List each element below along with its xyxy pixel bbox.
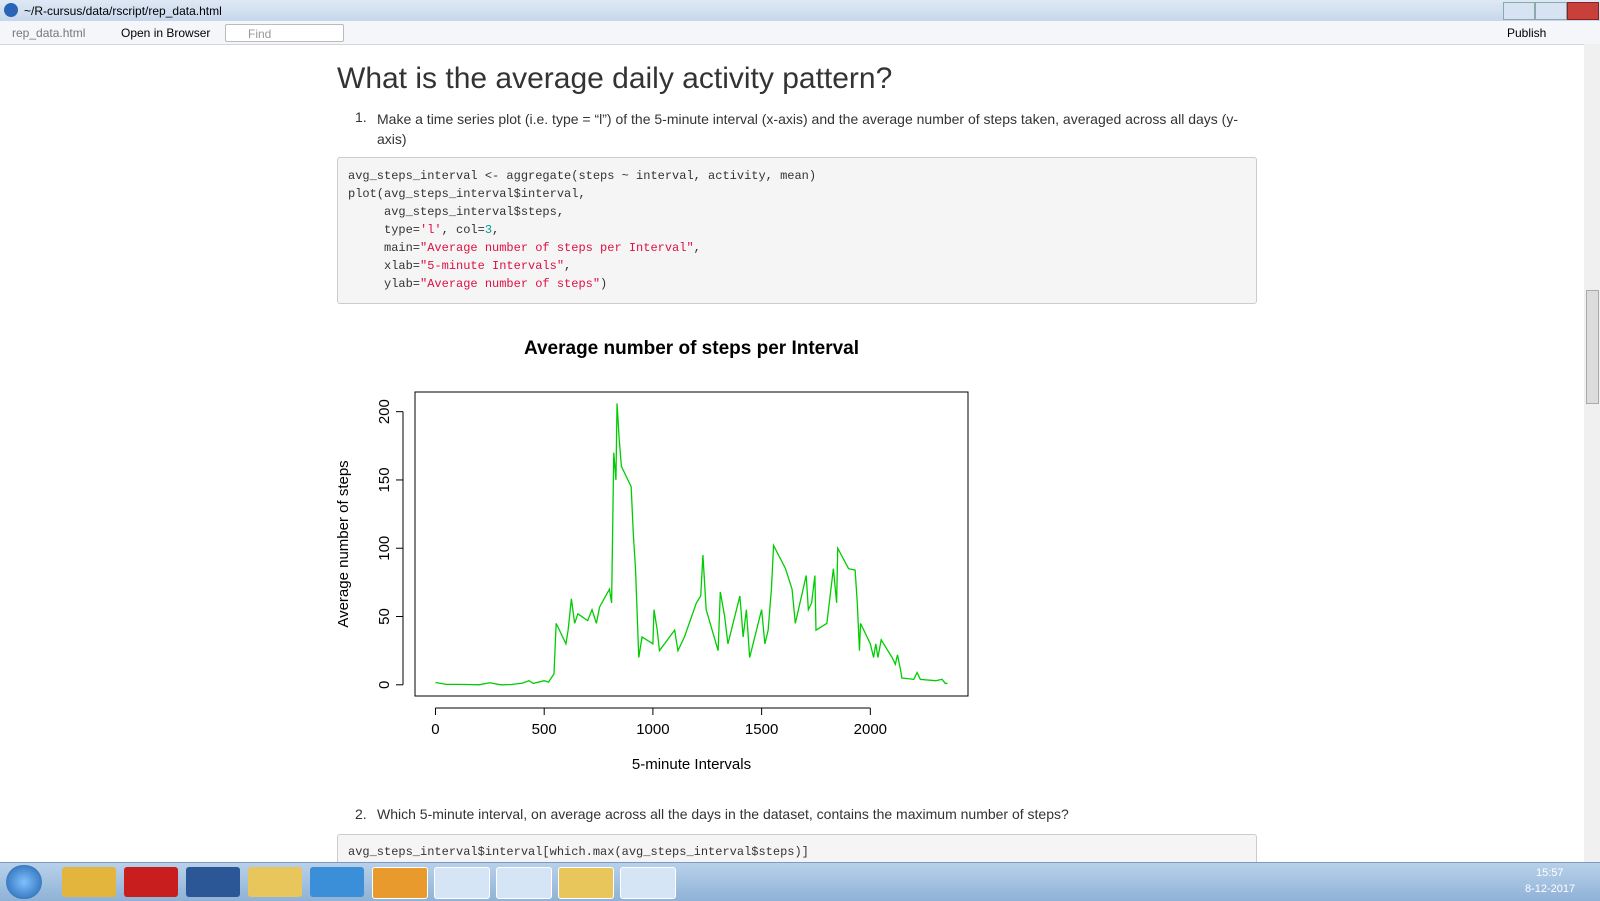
chart: Average number of steps per Interval 5-mi…: [335, 338, 969, 773]
clock-time: 15:57: [1536, 867, 1564, 879]
y-tick-label: 150: [376, 467, 393, 492]
clock-date: 8-12-2017: [1525, 883, 1576, 895]
scrollbar[interactable]: [1584, 44, 1600, 862]
heading: What is the average daily activity patte…: [337, 62, 893, 95]
code-line: ylab="Average number of steps"): [348, 277, 608, 291]
start-button[interactable]: [6, 865, 42, 899]
find-placeholder: Find: [248, 27, 272, 41]
code-line: main="Average number of steps per Interv…: [348, 241, 701, 255]
taskbar: 15:57 8-12-2017: [0, 862, 1600, 901]
list-text: Which 5-minute interval, on average acro…: [377, 806, 1069, 822]
toolbar: rep_data.html Open in Browser Find Publi…: [0, 21, 1600, 45]
y-axis-label: Average number of steps: [335, 460, 352, 627]
taskbar-app[interactable]: [310, 867, 364, 897]
list-text: Make a time series plot (i.e. type = “l”…: [377, 111, 1238, 147]
taskbar-app[interactable]: [496, 867, 552, 899]
x-tick-label: 2000: [854, 721, 887, 738]
taskbar-app[interactable]: [372, 867, 428, 899]
code-line: xlab="5-minute Intervals",: [348, 259, 572, 273]
plot-frame: [414, 391, 969, 697]
taskbar-app[interactable]: [434, 867, 490, 899]
taskbar-app[interactable]: [620, 867, 676, 899]
y-tick-label: 0: [376, 681, 393, 689]
code-line: avg_steps_interval$interval[which.max(av…: [348, 845, 809, 859]
code-line: plot(avg_steps_interval$interval,: [348, 187, 586, 201]
x-tick-label: 500: [532, 721, 557, 738]
y-tick-label: 50: [376, 608, 393, 625]
code-line: avg_steps_interval$steps,: [348, 205, 565, 219]
x-tick-label: 1000: [636, 721, 669, 738]
list-number: 2.: [355, 806, 367, 822]
x-tick-label: 1500: [745, 721, 778, 738]
minimize-button[interactable]: [1503, 2, 1535, 20]
taskbar-app[interactable]: [186, 867, 240, 897]
x-tick-label: 0: [431, 721, 439, 738]
code-line: type='l', col=3,: [348, 223, 500, 237]
data-line: [435, 403, 948, 686]
tab-label[interactable]: rep_data.html: [12, 26, 86, 40]
y-tick-label: 200: [376, 399, 393, 424]
app-icon: [4, 3, 18, 17]
code-line: avg_steps_interval <- aggregate(steps ~ …: [348, 169, 817, 183]
scroll-thumb[interactable]: [1586, 290, 1599, 404]
y-tick-label: 100: [376, 536, 393, 561]
window-title: ~/R-cursus/data/rscript/rep_data.html: [24, 4, 222, 18]
taskbar-app[interactable]: [558, 867, 614, 899]
chart-title: Average number of steps per Interval: [524, 338, 859, 359]
x-axis-label: 5-minute Intervals: [632, 756, 751, 773]
title-bar: ~/R-cursus/data/rscript/rep_data.html: [0, 0, 1600, 21]
taskbar-app[interactable]: [124, 867, 178, 897]
code-block: avg_steps_interval <- aggregate(steps ~ …: [337, 157, 1257, 304]
close-button[interactable]: [1567, 2, 1599, 20]
taskbar-app[interactable]: [62, 867, 116, 897]
publish-button[interactable]: Publish: [1507, 26, 1547, 40]
taskbar-app[interactable]: [248, 867, 302, 897]
find-box[interactable]: Find: [225, 24, 344, 42]
open-in-browser[interactable]: Open in Browser: [121, 26, 211, 40]
list-number: 1.: [355, 109, 367, 125]
restore-button[interactable]: [1535, 2, 1567, 20]
